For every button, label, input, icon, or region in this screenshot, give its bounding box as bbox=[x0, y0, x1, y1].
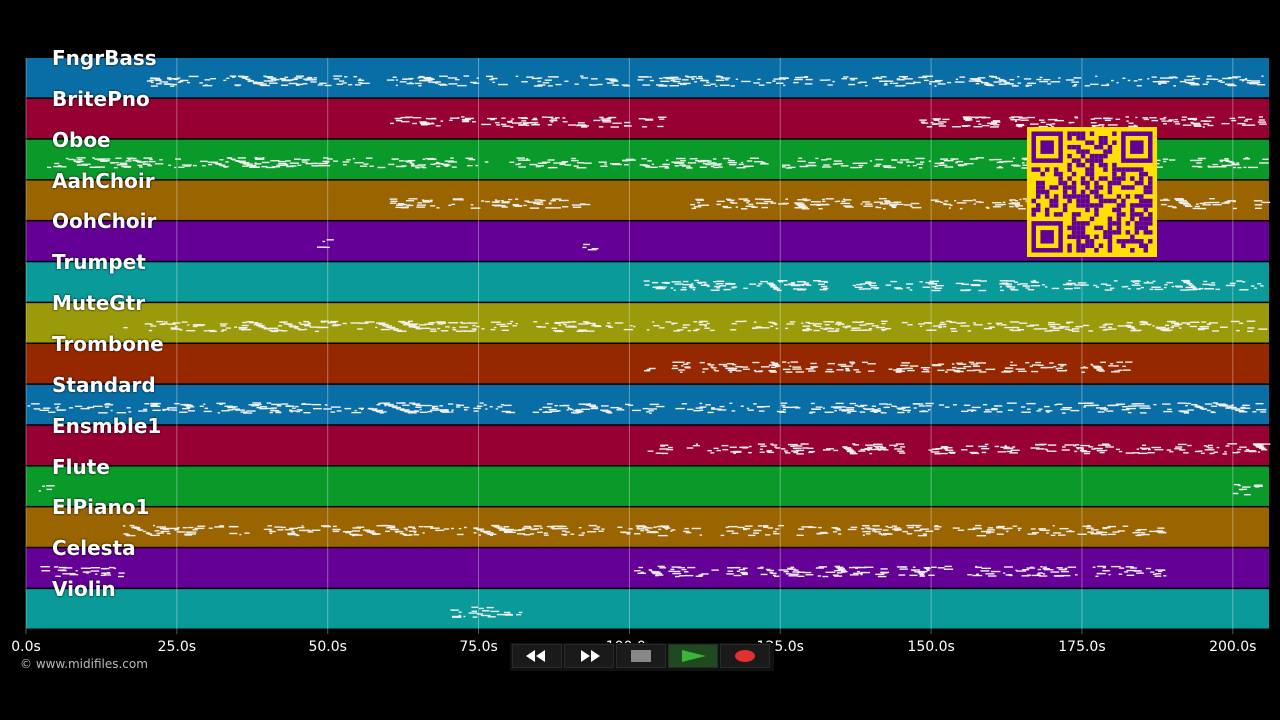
track-notes-elpiano1 bbox=[122, 524, 1167, 537]
qr-code[interactable] bbox=[1027, 127, 1157, 257]
transport-bar bbox=[510, 643, 774, 671]
track-notes-standard bbox=[27, 402, 1267, 414]
track-label-trumpet: Trumpet bbox=[52, 250, 146, 275]
record-button[interactable] bbox=[720, 644, 770, 668]
track-lane-flute bbox=[26, 466, 1269, 506]
tick-label-175: 175.0s bbox=[1058, 639, 1106, 655]
track-notes-ensmble1 bbox=[647, 443, 1271, 455]
play-icon bbox=[682, 650, 706, 662]
track-label-violin: Violin bbox=[52, 577, 116, 602]
track-notes-violin bbox=[450, 606, 523, 618]
track-notes-fngrbass bbox=[146, 75, 1266, 87]
track-label-fngrbass: FngrBass bbox=[52, 46, 157, 70]
track-lane-fngrbass bbox=[26, 58, 1269, 98]
track-notes-trombone bbox=[644, 361, 1133, 373]
track-notes-flute bbox=[38, 483, 1263, 496]
track-lane-ensmble1 bbox=[26, 425, 1269, 466]
track-label-ensmble1: Ensmble1 bbox=[52, 413, 162, 438]
track-lane-mutegtr bbox=[26, 303, 1269, 343]
track-lane-standard bbox=[26, 384, 1269, 425]
track-lane-trombone bbox=[26, 344, 1269, 384]
track-label-oboe: Oboe bbox=[52, 127, 111, 152]
track-label-aahchoir: AahChoir bbox=[52, 168, 155, 193]
fast-forward-button[interactable] bbox=[564, 644, 614, 668]
rewind-button[interactable] bbox=[512, 644, 562, 668]
track-lane-violin bbox=[26, 589, 1269, 629]
tick-label-50: 50.0s bbox=[308, 639, 347, 655]
tick-label-75: 75.0s bbox=[459, 639, 498, 655]
tick-label-200: 200.0s bbox=[1209, 639, 1257, 655]
track-notes-celesta bbox=[40, 565, 1167, 578]
tick-label-150: 150.0s bbox=[907, 639, 955, 655]
record-icon bbox=[735, 650, 755, 662]
track-label-elpiano1: ElPiano1 bbox=[52, 495, 150, 520]
tick-label-0: 0.0s bbox=[11, 639, 41, 655]
track-lane-elpiano1 bbox=[26, 507, 1269, 547]
play-button[interactable] bbox=[668, 644, 718, 668]
track-label-oohchoir: OohChoir bbox=[52, 209, 157, 234]
track-lane-celesta bbox=[26, 548, 1269, 588]
track-label-britepno: BritePno bbox=[52, 86, 150, 111]
track-notes-trumpet bbox=[643, 279, 1264, 292]
track-notes-oohchoir bbox=[316, 239, 599, 251]
track-lane-trumpet bbox=[26, 262, 1269, 302]
stop-button[interactable] bbox=[616, 644, 666, 668]
track-label-standard: Standard bbox=[52, 372, 156, 397]
track-label-flute: Flute bbox=[52, 454, 110, 479]
track-label-celesta: Celesta bbox=[52, 536, 136, 561]
track-notes-britepno bbox=[390, 116, 1267, 128]
track-notes-mutegtr bbox=[123, 320, 1268, 333]
fast-forward-icon bbox=[581, 650, 600, 662]
rewind-icon bbox=[526, 650, 545, 662]
credit-text: © www.midifiles.com bbox=[20, 657, 148, 671]
track-label-mutegtr: MuteGtr bbox=[52, 291, 146, 316]
track-label-trombone: Trombone bbox=[52, 332, 164, 356]
stop-icon bbox=[631, 650, 651, 662]
tick-label-25: 25.0s bbox=[157, 639, 197, 655]
